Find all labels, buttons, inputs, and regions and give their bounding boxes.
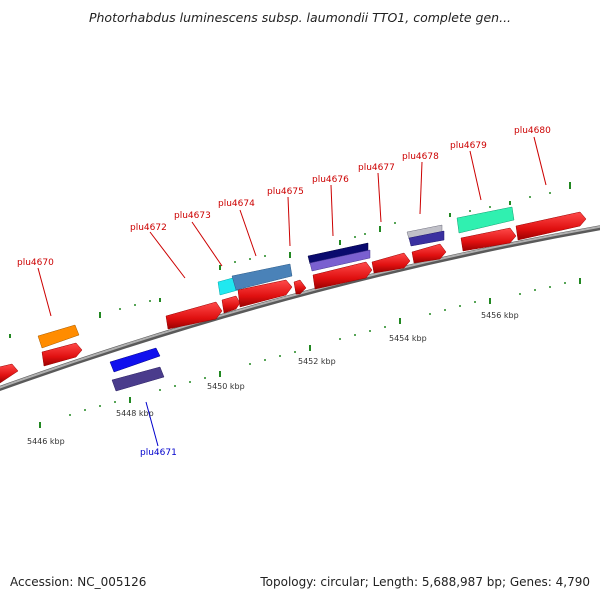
gene-label[interactable]: plu4676 xyxy=(312,175,349,185)
gene-arrow[interactable] xyxy=(309,249,371,272)
accession-info: Accession: NC_005126 xyxy=(10,575,147,589)
gene-label[interactable]: plu4670 xyxy=(17,258,54,268)
gene-arrow[interactable] xyxy=(37,324,80,349)
gene-arrow[interactable] xyxy=(312,261,373,290)
gene-arrow[interactable] xyxy=(111,366,165,392)
scale-label: 5450 kbp xyxy=(207,382,245,391)
scale-label: 5446 kbp xyxy=(27,437,65,446)
gene-label[interactable]: plu4673 xyxy=(174,211,211,221)
gene-arrow[interactable] xyxy=(165,301,223,330)
gene-label[interactable]: plu4678 xyxy=(402,152,439,162)
label-leaders xyxy=(37,136,547,317)
gene-arrow[interactable] xyxy=(371,252,411,274)
gene-arrow[interactable] xyxy=(460,227,517,252)
gene-label[interactable]: plu4672 xyxy=(130,223,167,233)
genome-summary: Topology: circular; Length: 5,688,987 bp… xyxy=(260,575,590,589)
scale-label: 5448 kbp xyxy=(116,409,154,418)
gene-arrow[interactable] xyxy=(408,230,445,247)
inner-tick-row xyxy=(39,278,581,428)
gene-label[interactable]: plu4674 xyxy=(218,199,255,209)
gene-label[interactable]: plu4680 xyxy=(514,126,551,136)
gene-arrow[interactable] xyxy=(231,263,293,291)
outer-tick-row xyxy=(9,182,571,338)
map-title: Photorhabdus luminescens subsp. laumondi… xyxy=(88,10,512,25)
scale-label: 5452 kbp xyxy=(298,357,336,366)
forward-genes xyxy=(0,211,587,384)
gene-arrow[interactable] xyxy=(221,295,241,314)
scale-label: 5454 kbp xyxy=(389,334,427,343)
gene-arrow[interactable] xyxy=(411,243,447,264)
scale-label: 5456 kbp xyxy=(481,311,519,320)
gene-arrow[interactable] xyxy=(0,363,19,384)
gene-arrow[interactable] xyxy=(456,206,515,234)
gene-label[interactable]: plu4677 xyxy=(358,163,395,173)
gene-arrow[interactable] xyxy=(237,279,293,308)
gene-arrow[interactable] xyxy=(41,342,83,367)
genome-backbone xyxy=(0,225,600,392)
gene-label[interactable]: plu4671 xyxy=(140,448,177,458)
gene-arrow[interactable] xyxy=(515,211,587,241)
gene-arrow[interactable] xyxy=(109,347,161,373)
gene-arrow[interactable] xyxy=(293,279,307,295)
gene-label[interactable]: plu4675 xyxy=(267,187,304,197)
label-leader xyxy=(145,401,159,447)
gene-label[interactable]: plu4679 xyxy=(450,141,487,151)
